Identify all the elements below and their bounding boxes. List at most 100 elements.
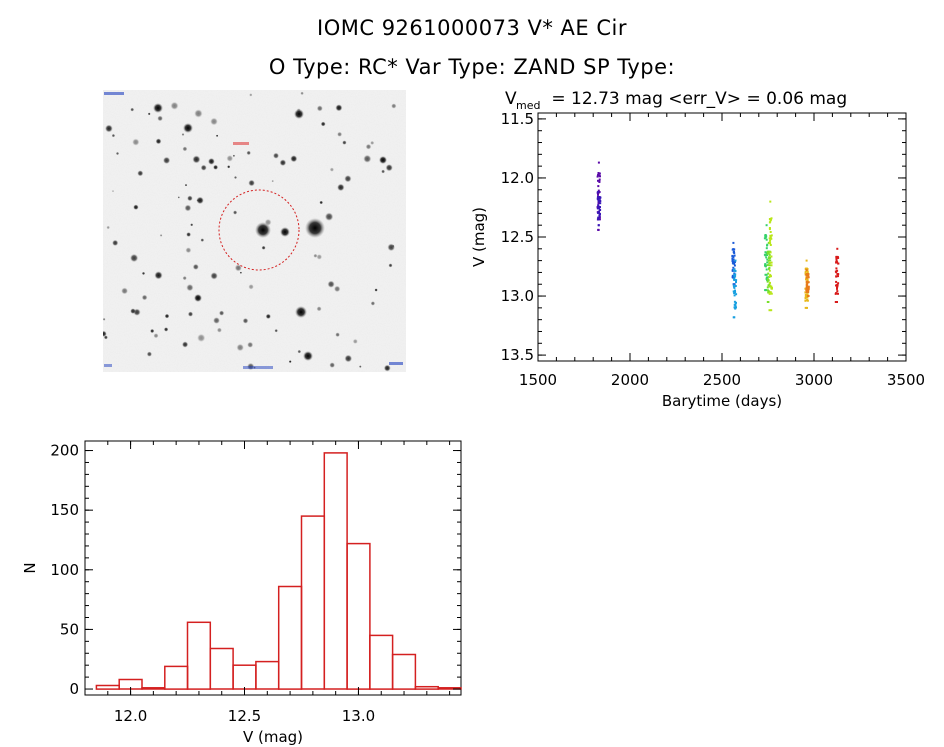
lc-point xyxy=(837,292,839,295)
hist-xlabel: V (mag) xyxy=(243,728,303,746)
lc-point xyxy=(766,280,769,283)
lc-point xyxy=(764,263,767,266)
star xyxy=(170,101,179,110)
lc-point xyxy=(767,291,770,294)
corner-mark xyxy=(243,366,273,369)
lc-point xyxy=(731,276,734,279)
star xyxy=(182,146,188,152)
star xyxy=(216,327,222,333)
lc-point xyxy=(806,306,808,309)
hist-bar xyxy=(209,647,234,690)
lc-point xyxy=(597,193,599,196)
bright-star xyxy=(194,294,202,302)
lc-point xyxy=(733,278,736,281)
lc-point xyxy=(768,267,771,269)
lc-point xyxy=(769,291,772,294)
star xyxy=(200,164,207,171)
lc-point xyxy=(805,278,807,281)
lc-point xyxy=(837,262,840,265)
lc-point xyxy=(599,209,602,211)
star xyxy=(186,284,194,292)
lc-point xyxy=(806,296,809,299)
lc-xtick-label: 3000 xyxy=(795,371,833,389)
lc-point xyxy=(837,275,839,278)
lc-point xyxy=(804,287,807,290)
lc-point xyxy=(731,261,734,264)
lc-point xyxy=(598,199,601,202)
hist-ytick-label: 200 xyxy=(50,442,79,460)
lc-point xyxy=(733,254,736,257)
lc-point xyxy=(733,285,735,288)
lc-point xyxy=(764,251,767,254)
star xyxy=(132,138,140,146)
lc-point xyxy=(734,275,737,278)
sky-image xyxy=(103,90,406,372)
star xyxy=(197,333,206,342)
star xyxy=(184,204,192,212)
star xyxy=(192,155,201,164)
star xyxy=(246,150,251,156)
lc-point xyxy=(769,244,772,246)
lc-point xyxy=(734,289,736,292)
star xyxy=(184,183,188,187)
star xyxy=(106,225,110,230)
lc-point xyxy=(597,196,599,199)
lc-point xyxy=(768,250,771,253)
lc-point xyxy=(768,227,771,229)
star xyxy=(177,196,180,199)
lc-point xyxy=(765,289,768,292)
lc-point xyxy=(835,261,838,264)
star xyxy=(234,176,237,179)
lc-point xyxy=(807,288,810,290)
lc-point xyxy=(734,307,737,310)
star xyxy=(261,245,266,250)
lc-point xyxy=(766,250,769,253)
lc-point xyxy=(765,268,768,271)
lc-point xyxy=(766,278,769,281)
lc-point xyxy=(598,172,601,175)
lc-point xyxy=(733,286,736,289)
lc-point xyxy=(836,301,838,303)
lc-point xyxy=(731,255,734,258)
lc-point xyxy=(732,260,735,263)
star xyxy=(359,365,362,368)
lc-point xyxy=(835,275,838,278)
star xyxy=(141,294,148,301)
star xyxy=(290,155,298,163)
hist-bar xyxy=(277,585,303,690)
lc-point xyxy=(766,252,769,255)
lc-point xyxy=(770,218,772,221)
lc-xlabel: Barytime (days) xyxy=(662,392,782,410)
star xyxy=(391,103,397,109)
star xyxy=(210,117,218,126)
hist-bar xyxy=(414,685,439,690)
target-circle xyxy=(218,189,300,271)
lc-point xyxy=(765,276,768,279)
lc-point xyxy=(733,261,736,264)
star xyxy=(137,170,144,177)
bright-star xyxy=(280,227,290,237)
lc-point xyxy=(834,292,837,295)
star xyxy=(194,109,203,118)
lc-point xyxy=(596,191,599,194)
lc-point xyxy=(598,196,601,199)
lc-point xyxy=(770,287,773,290)
star xyxy=(111,133,116,138)
lc-point xyxy=(597,228,600,231)
lc-point xyxy=(733,250,735,253)
lc-point xyxy=(768,256,771,259)
lc-point xyxy=(597,174,599,177)
star xyxy=(388,263,393,268)
lc-point xyxy=(731,269,734,272)
lc-point xyxy=(806,271,809,274)
star xyxy=(279,159,287,166)
star xyxy=(265,313,271,319)
lc-point xyxy=(768,221,771,224)
star xyxy=(213,317,220,324)
lc-point xyxy=(807,281,810,284)
star xyxy=(365,143,372,150)
lc-point xyxy=(598,216,601,219)
lc-point xyxy=(733,292,736,295)
star xyxy=(130,253,139,263)
